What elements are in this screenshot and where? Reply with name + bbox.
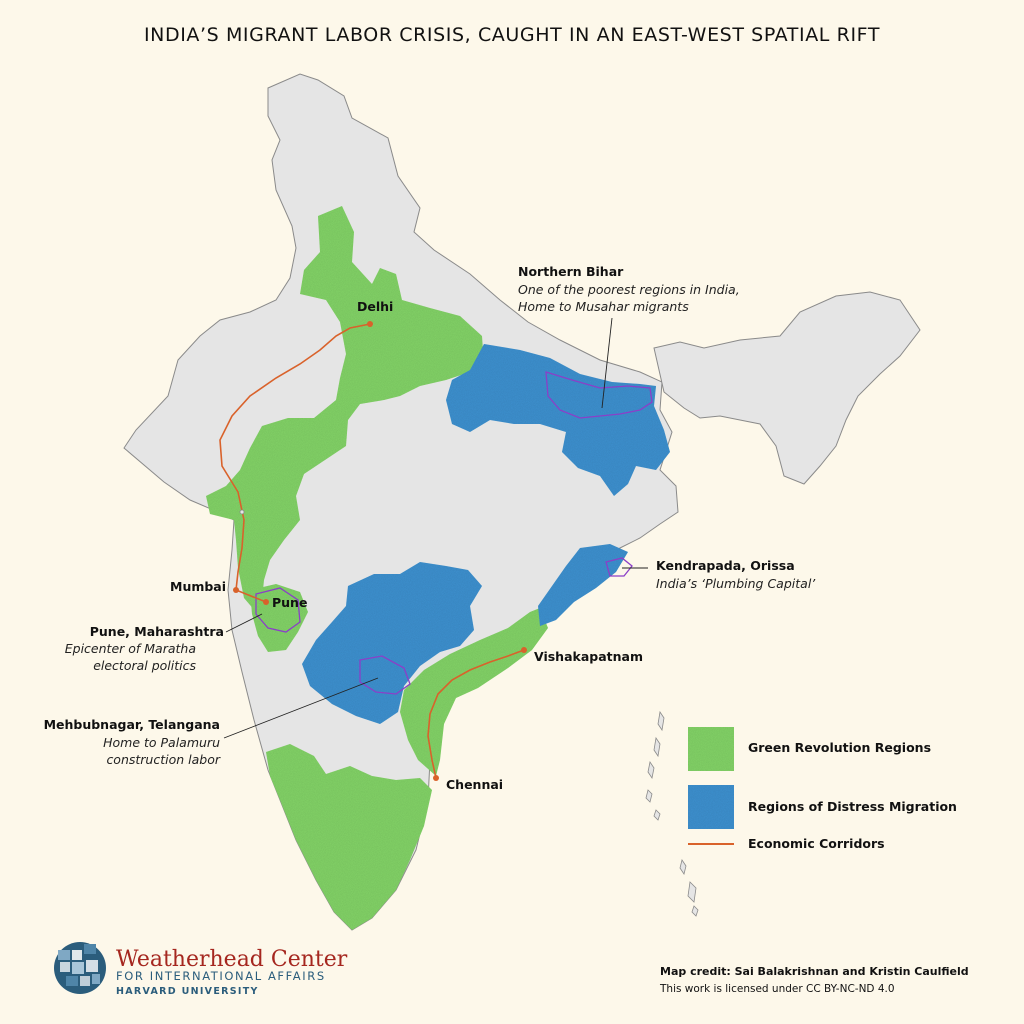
pune-marker xyxy=(263,599,269,605)
distress-migration-regions xyxy=(302,344,670,724)
vishakapatnam-marker xyxy=(521,647,527,653)
green-region-east-coast xyxy=(400,608,548,776)
corridor-delhi-mumbai xyxy=(219,323,371,603)
vishakapatnam-label: Vishakapatnam xyxy=(534,649,643,664)
green-region-south xyxy=(266,744,432,930)
india-northeast xyxy=(653,291,921,485)
mehbubnagar-title: Mehbubnagar, Telangana xyxy=(44,717,220,732)
kendrapada-annotation: Kendrapada, Orissa India’s ‘Plumbing Cap… xyxy=(656,558,816,591)
green-revolution-regions xyxy=(206,206,548,930)
pune-annotation-line2: electoral politics xyxy=(93,658,196,673)
mumbai-marker xyxy=(233,587,239,593)
andaman-nicobar-islands xyxy=(645,710,699,917)
legend-blue-swatch xyxy=(688,785,734,829)
mumbai-label: Mumbai xyxy=(170,579,226,594)
legend-green-swatch xyxy=(688,727,734,771)
corridor-chennai-vishakapatnam xyxy=(427,649,525,779)
blue-region-north-east-plains xyxy=(446,344,670,496)
mehbubnagar-line2: construction labor xyxy=(106,752,220,767)
northern-bihar-leader xyxy=(601,317,613,409)
northern-bihar-annotation: Northern Bihar One of the poorest region… xyxy=(518,264,740,314)
mehbubnagar-leader xyxy=(223,677,379,739)
weatherhead-logo: Weatherhead Center FOR INTERNATIONAL AFF… xyxy=(54,942,348,997)
pune-annotation-title: Pune, Maharashtra xyxy=(90,624,224,639)
lakshadweep-islands xyxy=(239,509,245,515)
kendrapada-title: Kendrapada, Orissa xyxy=(656,558,795,573)
delhi-label: Delhi xyxy=(357,299,393,314)
kendrapada-outline xyxy=(605,557,633,577)
legend-blue-label: Regions of Distress Migration xyxy=(748,799,957,814)
delhi-marker xyxy=(367,321,373,327)
northern-bihar-line2: Home to Musahar migrants xyxy=(518,299,689,314)
legend: Green Revolution Regions Regions of Dist… xyxy=(688,727,957,851)
pune-annotation: Pune, Maharashtra Epicenter of Maratha e… xyxy=(65,624,224,673)
chennai-marker xyxy=(433,775,439,781)
blue-region-central xyxy=(302,562,482,724)
chennai-label: Chennai xyxy=(446,777,503,792)
northern-bihar-title: Northern Bihar xyxy=(518,264,624,279)
credit-line2: This work is licensed under CC BY-NC-ND … xyxy=(659,983,895,995)
northern-bihar-line1: One of the poorest regions in India, xyxy=(518,282,740,297)
mehbubnagar-line1: Home to Palamuru xyxy=(103,735,220,750)
logo-sub2: HARVARD UNIVERSITY xyxy=(116,986,259,997)
green-region-north xyxy=(206,206,484,612)
kendrapada-line1: India’s ‘Plumbing Capital’ xyxy=(656,576,816,591)
legend-corridor-label: Economic Corridors xyxy=(748,836,885,851)
legend-green-label: Green Revolution Regions xyxy=(748,740,931,755)
pune-annotation-line1: Epicenter of Maratha xyxy=(65,641,196,656)
mehbubnagar-annotation: Mehbubnagar, Telangana Home to Palamuru … xyxy=(44,717,221,767)
logo-sub: FOR INTERNATIONAL AFFAIRS xyxy=(116,969,326,983)
globe-logo-icon xyxy=(54,942,106,994)
pune-leader xyxy=(225,613,263,633)
map-title: INDIA’S MIGRANT LABOR CRISIS, CAUGHT IN … xyxy=(143,24,881,46)
logo-name: Weatherhead Center xyxy=(116,947,348,972)
credit-line1: Map credit: Sai Balakrishnan and Kristin… xyxy=(660,965,969,978)
northern-bihar-outline xyxy=(545,371,653,419)
blue-region-orissa xyxy=(538,544,628,626)
pune-label: Pune xyxy=(272,595,307,610)
